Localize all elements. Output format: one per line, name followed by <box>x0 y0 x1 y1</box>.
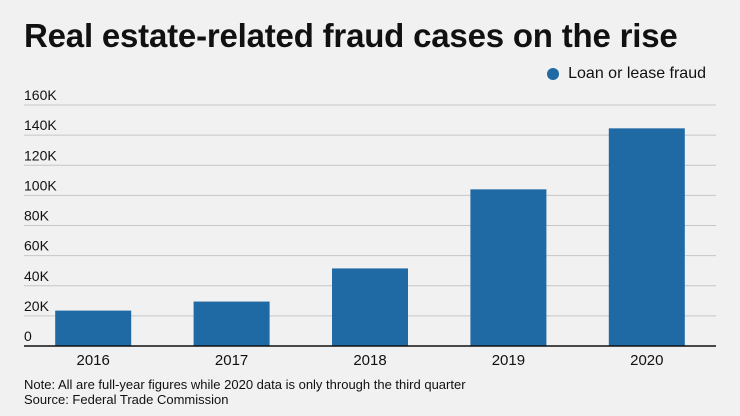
legend: Loan or lease fraud <box>547 64 706 84</box>
y-tick-label-80k: 80K <box>24 208 50 224</box>
x-tick-label-2019: 2019 <box>492 352 525 369</box>
x-tick-label-2020: 2020 <box>630 352 663 369</box>
y-tick-label-60k: 60K <box>24 238 50 254</box>
legend-swatch-loan-or-lease-fraud <box>547 68 560 80</box>
bar-2020 <box>608 128 685 346</box>
x-axis-tick-labels: 2016 2017 2018 2019 2020 <box>77 352 664 369</box>
x-tick-label-2018: 2018 <box>353 352 386 369</box>
y-tick-label-20k: 20K <box>24 298 50 314</box>
y-tick-label-120k: 120K <box>24 147 57 163</box>
y-tick-label-140k: 140K <box>24 117 57 133</box>
bar-2018 <box>332 268 408 346</box>
y-axis-tick-labels: 0 20K 40K 60K 80K 100K 120K 140K 160K <box>24 87 57 344</box>
bars <box>55 128 685 346</box>
x-tick-label-2017: 2017 <box>215 352 248 369</box>
x-tick-label-2016: 2016 <box>77 352 110 369</box>
bar-2019 <box>470 189 547 346</box>
bar-2017 <box>193 301 270 346</box>
y-tick-label-40k: 40K <box>24 268 50 284</box>
y-tick-label-0: 0 <box>24 328 32 344</box>
footnote-note: Note: All are full-year figures while 20… <box>24 377 466 392</box>
bar-2016 <box>55 310 132 346</box>
chart-title: Real estate-related fraud cases on the r… <box>24 17 678 54</box>
y-tick-label-160k: 160K <box>24 87 57 103</box>
legend-label-loan-or-lease-fraud: Loan or lease fraud <box>568 65 706 82</box>
gridlines <box>24 104 716 317</box>
y-tick-label-100k: 100K <box>24 177 57 193</box>
footnote-source: Source: Federal Trade Commission <box>24 392 229 407</box>
